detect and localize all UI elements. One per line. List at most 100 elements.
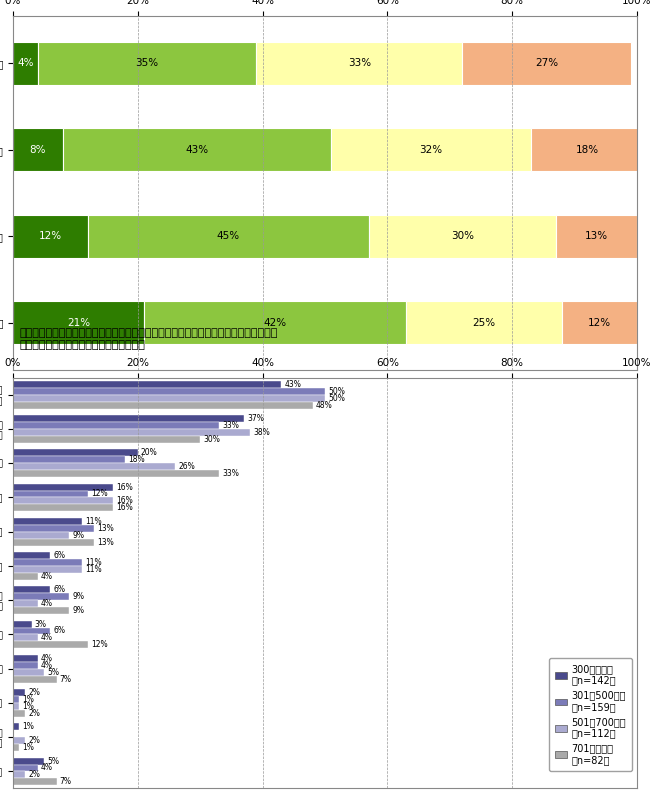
Bar <box>462 42 630 85</box>
Text: 12%: 12% <box>91 490 108 498</box>
Text: 7%: 7% <box>60 778 72 786</box>
Bar <box>63 128 332 171</box>
Bar <box>13 758 44 764</box>
Bar <box>144 301 406 344</box>
Bar <box>13 415 244 422</box>
Text: 8%: 8% <box>30 145 46 155</box>
Text: 35%: 35% <box>136 58 159 68</box>
Text: 2%: 2% <box>29 736 40 745</box>
Text: 3%: 3% <box>35 619 47 629</box>
Text: 4%: 4% <box>41 654 53 663</box>
Text: 12%: 12% <box>39 231 62 241</box>
Bar <box>13 552 51 559</box>
Text: 9%: 9% <box>72 606 84 615</box>
Bar <box>13 655 38 661</box>
Text: 2%: 2% <box>29 688 40 697</box>
Bar <box>406 301 562 344</box>
Bar <box>13 634 38 642</box>
Bar <box>13 215 88 258</box>
Bar <box>38 42 256 85</box>
Text: 2%: 2% <box>29 771 40 779</box>
Text: 1%: 1% <box>22 722 34 732</box>
Text: 4%: 4% <box>41 599 53 608</box>
Bar <box>13 456 125 463</box>
Bar <box>13 484 113 490</box>
Text: 9%: 9% <box>72 531 84 540</box>
Bar <box>13 436 200 443</box>
Bar <box>13 505 113 511</box>
Text: 1%: 1% <box>22 743 34 752</box>
Bar <box>13 402 313 408</box>
Text: 16%: 16% <box>116 482 133 492</box>
Text: 「内容も含めてよく知っている」「詳しい内容はわからないがある程度は知っている」
を回答した方（利用者年収別）の認知媒体: 「内容も含めてよく知っている」「詳しい内容はわからないがある程度は知っている」 … <box>20 328 278 349</box>
Text: 37%: 37% <box>247 414 264 423</box>
Bar <box>88 215 369 258</box>
Bar <box>369 215 556 258</box>
Bar <box>13 498 113 505</box>
Text: 6%: 6% <box>53 551 66 560</box>
Bar <box>556 215 637 258</box>
Bar <box>13 388 325 395</box>
Text: 7%: 7% <box>60 674 72 684</box>
Text: 20%: 20% <box>141 448 158 457</box>
Bar <box>13 380 281 388</box>
Bar <box>256 42 462 85</box>
Bar <box>13 587 51 593</box>
Bar <box>13 621 32 627</box>
Bar <box>13 463 176 470</box>
Bar <box>13 642 88 648</box>
Text: 9%: 9% <box>72 592 84 601</box>
Text: 2%: 2% <box>29 709 40 718</box>
Text: 18%: 18% <box>575 145 599 155</box>
Bar <box>13 539 94 545</box>
Text: 18%: 18% <box>129 455 145 464</box>
Bar <box>13 470 219 477</box>
Text: 26%: 26% <box>178 462 195 471</box>
Text: 43%: 43% <box>185 145 209 155</box>
Bar <box>13 661 38 669</box>
Bar <box>13 395 325 402</box>
Text: 48%: 48% <box>316 400 332 410</box>
Bar <box>13 449 138 456</box>
Text: 4%: 4% <box>41 661 53 669</box>
Bar <box>13 676 57 682</box>
Bar <box>13 593 69 600</box>
Text: 4%: 4% <box>41 763 53 772</box>
Bar <box>13 518 82 525</box>
Text: 16%: 16% <box>116 503 133 513</box>
Text: 27%: 27% <box>535 58 558 68</box>
Text: 50%: 50% <box>328 394 345 403</box>
Bar <box>13 627 51 634</box>
Bar <box>13 422 219 429</box>
Bar <box>13 490 88 498</box>
Text: 33%: 33% <box>222 469 239 478</box>
Bar <box>13 771 25 778</box>
Text: 30%: 30% <box>203 435 220 444</box>
Bar <box>13 429 250 436</box>
Bar <box>13 703 20 710</box>
Text: 11%: 11% <box>84 565 101 574</box>
Text: 1%: 1% <box>22 695 34 704</box>
Text: 13%: 13% <box>98 537 114 547</box>
Text: 4%: 4% <box>41 572 53 581</box>
Legend: 300万円以下
（n=142）, 301～500万円
（n=159）, 501～700万円
（n=112）, 701万円以上
（n=82）: 300万円以下 （n=142）, 301～500万円 （n=159）, 501～… <box>549 658 632 771</box>
Text: 21%: 21% <box>67 318 90 328</box>
Bar <box>13 566 82 573</box>
Text: 45%: 45% <box>216 231 240 241</box>
Bar <box>332 128 531 171</box>
Bar <box>13 689 25 696</box>
Bar <box>13 600 38 607</box>
Text: 6%: 6% <box>53 585 66 595</box>
Text: 5%: 5% <box>47 756 59 766</box>
Text: 13%: 13% <box>585 231 608 241</box>
Text: 33%: 33% <box>348 58 371 68</box>
Text: 38%: 38% <box>254 428 270 437</box>
Text: 50%: 50% <box>328 387 345 396</box>
Bar <box>13 301 144 344</box>
Bar <box>13 669 44 676</box>
Text: 1%: 1% <box>22 702 34 711</box>
Bar <box>13 559 82 566</box>
Text: 4%: 4% <box>41 634 53 642</box>
Text: 6%: 6% <box>53 626 66 635</box>
Bar <box>13 128 63 171</box>
